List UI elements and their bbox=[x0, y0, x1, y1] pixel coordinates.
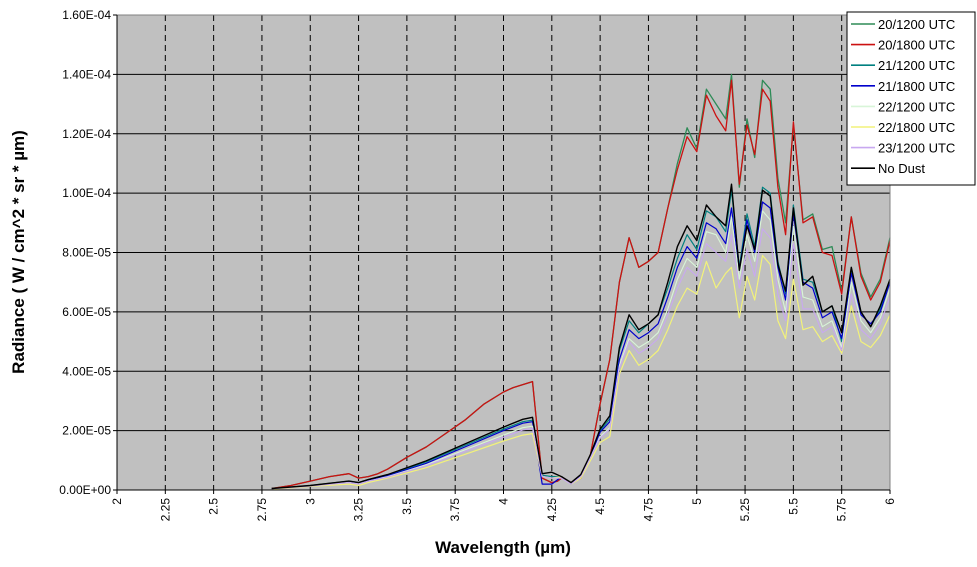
series-line bbox=[271, 254, 891, 490]
y-tick-label: 1.00E-04 bbox=[62, 186, 111, 200]
x-tick-label: 4.5 bbox=[593, 498, 607, 515]
legend-label: No Dust bbox=[878, 161, 925, 176]
x-tick-label: 6 bbox=[883, 498, 897, 505]
y-axis-title: Radiance ( W / cm^2 * sr * µm) bbox=[9, 130, 28, 374]
legend-box bbox=[846, 11, 976, 186]
series-layer bbox=[271, 73, 891, 490]
y-tick-label: 1.60E-04 bbox=[62, 8, 111, 22]
x-axis: 2 2.25 2.5 2.75 3 3.25 3.5 3.75 4 4.25 4.5 4.75 5 5.2… bbox=[110, 489, 897, 522]
x-tick-label: 5.5 bbox=[786, 498, 800, 515]
legend-label: 20/1800 UTC bbox=[878, 38, 955, 53]
legend-label: 21/1200 UTC bbox=[878, 58, 955, 73]
series-line bbox=[271, 186, 891, 490]
y-tick-label: 1.20E-04 bbox=[62, 127, 111, 141]
series-line bbox=[271, 228, 891, 490]
x-tick-label: 2.75 bbox=[255, 498, 269, 522]
legend-label: 22/1200 UTC bbox=[878, 99, 955, 114]
series-line bbox=[271, 201, 891, 490]
legend-label: 23/1200 UTC bbox=[878, 141, 955, 156]
y-axis: 0.00E+00 2.00E-05 4.00E-05 6.00E-05 8.00E-05… bbox=[59, 8, 118, 497]
legend: 20/1200 UTC 20/1800 UTC 21/1200 UTC 21/1800… bbox=[846, 11, 976, 186]
x-axis-title: Wavelength (µm) bbox=[435, 538, 571, 557]
series-line bbox=[271, 79, 891, 490]
x-tick-label: 2.5 bbox=[207, 498, 221, 515]
y-tick-label: 0.00E+00 bbox=[59, 483, 111, 497]
x-tick-label: 3.75 bbox=[448, 498, 462, 522]
legend-label: 22/1800 UTC bbox=[878, 120, 955, 135]
x-tick-label: 4.25 bbox=[545, 498, 559, 522]
x-tick-label: 3.5 bbox=[400, 498, 414, 515]
x-tick-label: 3 bbox=[303, 498, 317, 505]
y-tick-label: 1.40E-04 bbox=[62, 67, 111, 81]
series-line bbox=[271, 210, 891, 490]
y-tick-label: 2.00E-05 bbox=[62, 424, 111, 438]
series-line bbox=[271, 183, 891, 490]
x-tick-label: 4 bbox=[497, 498, 511, 505]
y-tick-label: 4.00E-05 bbox=[62, 364, 111, 378]
x-tick-label: 2 bbox=[110, 498, 124, 505]
x-tick-label: 5.75 bbox=[835, 498, 849, 522]
y-tick-label: 6.00E-05 bbox=[62, 305, 111, 319]
x-tick-label: 5.25 bbox=[738, 498, 752, 522]
grid-lines bbox=[117, 15, 890, 490]
legend-label: 20/1200 UTC bbox=[878, 17, 955, 32]
x-tick-label: 5 bbox=[690, 498, 704, 505]
x-tick-label: 4.75 bbox=[641, 498, 655, 522]
legend-label: 21/1800 UTC bbox=[878, 79, 955, 94]
x-tick-label: 3.25 bbox=[352, 498, 366, 522]
y-tick-label: 8.00E-05 bbox=[62, 246, 111, 260]
x-tick-label: 2.25 bbox=[158, 498, 172, 522]
